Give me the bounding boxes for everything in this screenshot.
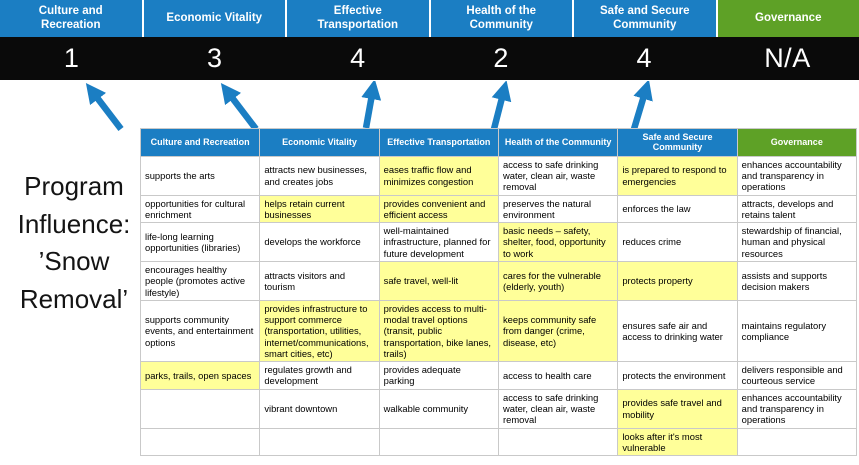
influence-cell: develops the workforce bbox=[259, 222, 380, 262]
up-arrow-icon bbox=[361, 81, 382, 129]
up-arrow-icon bbox=[85, 82, 124, 131]
influence-cell bbox=[259, 427, 380, 457]
up-arrow-icon bbox=[220, 82, 259, 131]
influence-cell-highlighted: provides safe travel and mobility bbox=[617, 388, 738, 429]
matrix-column-header: Governance bbox=[736, 128, 858, 157]
influence-cell-highlighted: is prepared to respond to emergencies bbox=[617, 155, 738, 196]
pillar-header: Safe and Secure Community bbox=[574, 0, 716, 37]
pillar-score: 3 bbox=[206, 43, 223, 73]
influence-cell: vibrant downtown bbox=[259, 388, 380, 429]
up-arrow-icon bbox=[490, 81, 512, 130]
influence-cell-highlighted: parks, trails, open spaces bbox=[139, 361, 261, 390]
influence-cell: supports the arts bbox=[139, 155, 261, 196]
pillar-score-row: 1 3 4 2 4 N/A bbox=[0, 37, 859, 80]
table-row: supports the arts attracts new businesses… bbox=[139, 155, 858, 196]
influence-cell: access to safe drinking water, clean air… bbox=[497, 155, 619, 196]
influence-cell-highlighted: cares for the vulnerable (elderly, youth… bbox=[497, 260, 619, 301]
pillar-score: 4 bbox=[350, 43, 366, 73]
matrix-column-header: Health of the Community bbox=[497, 128, 619, 157]
matrix-header-row: Culture and Recreation Economic Vitality E… bbox=[139, 128, 858, 157]
influence-cell: regulates growth and development bbox=[259, 361, 380, 390]
influence-cell bbox=[378, 427, 499, 457]
influence-cell-highlighted: provides convenient and efficient access bbox=[378, 194, 499, 224]
influence-cell: preserves the natural environment bbox=[497, 194, 619, 224]
influence-cell: enforces the law bbox=[617, 194, 738, 224]
pillar-score: 4 bbox=[636, 43, 653, 73]
influence-cell-highlighted: eases traffic flow and minimizes congest… bbox=[378, 155, 499, 196]
table-row: supports community events, and entertain… bbox=[139, 299, 858, 363]
influence-cell-highlighted: provides access to multi-modal travel op… bbox=[378, 299, 499, 363]
influence-cell: ensures safe air and access to drinking … bbox=[617, 299, 738, 363]
table-row: parks, trails, open spaces regulates grow… bbox=[139, 361, 858, 390]
influence-cell: reduces crime bbox=[617, 222, 738, 262]
influence-cell: provides adequate parking bbox=[378, 361, 499, 390]
table-row: looks after it's most vulnerable bbox=[139, 427, 858, 457]
pillar-score: 1 bbox=[63, 43, 80, 73]
pillar-header: Governance bbox=[717, 0, 859, 37]
matrix-column-header: Effective Transportation bbox=[378, 128, 499, 157]
table-row: opportunities for cultural enrichment hel… bbox=[139, 194, 858, 224]
influence-cell-highlighted: basic needs – safety, shelter, food, opp… bbox=[497, 222, 619, 262]
influence-cell: access to safe drinking water, clean air… bbox=[497, 388, 619, 429]
influence-cell-highlighted: looks after it's most vulnerable bbox=[617, 427, 738, 457]
influence-cell: enhances accountability and transparency… bbox=[736, 388, 858, 429]
influence-cell-highlighted: keeps community safe from danger (crime,… bbox=[497, 299, 619, 363]
pillar-header: Economic Vitality bbox=[143, 0, 285, 37]
pillar-header: Culture and Recreation bbox=[0, 0, 142, 37]
influence-cell bbox=[139, 427, 261, 457]
matrix-column-header: Economic Vitality bbox=[259, 128, 380, 157]
pillar-header: Health of the Community bbox=[430, 0, 572, 37]
influence-cell: protects the environment bbox=[617, 361, 738, 390]
up-arrow-icon bbox=[630, 81, 653, 130]
influence-cell-highlighted: protects property bbox=[617, 260, 738, 301]
influence-cell-highlighted: safe travel, well-lit bbox=[378, 260, 499, 301]
influence-cell bbox=[497, 427, 619, 457]
influence-cell: assists and supports decision makers bbox=[736, 260, 858, 301]
influence-cell-highlighted: helps retain current businesses bbox=[259, 194, 380, 224]
influence-cell bbox=[139, 388, 261, 429]
influence-cell: maintains regulatory compliance bbox=[736, 299, 858, 363]
influence-cell: supports community events, and entertain… bbox=[139, 299, 261, 363]
influence-cell-highlighted: provides infrastructure to support comme… bbox=[259, 299, 380, 363]
influence-cell bbox=[736, 427, 858, 457]
influence-matrix: Culture and Recreation Economic Vitality E… bbox=[139, 128, 858, 457]
influence-cell: life-long learning opportunities (librar… bbox=[139, 222, 261, 262]
influence-cell: enhances accountability and transparency… bbox=[736, 155, 858, 196]
score-arrows bbox=[85, 81, 653, 131]
pillar-header: Effective Transportation bbox=[287, 0, 429, 37]
matrix-body: supports the arts attracts new businesses… bbox=[139, 155, 858, 457]
influence-cell: walkable community bbox=[378, 388, 499, 429]
pillar-header-row: Culture and Recreation Economic Vitality E… bbox=[0, 0, 859, 37]
table-row: encourages healthy people (promotes acti… bbox=[139, 260, 858, 301]
page-title: Program Influence: ’Snow Removal’ bbox=[17, 171, 131, 315]
influence-cell: stewardship of financial, human and phys… bbox=[736, 222, 858, 262]
influence-cell: attracts visitors and tourism bbox=[259, 260, 380, 301]
pillar-score: 2 bbox=[493, 43, 509, 73]
influence-cell: opportunities for cultural enrichment bbox=[139, 194, 261, 224]
table-row: vibrant downtown walkable community access… bbox=[139, 388, 858, 429]
influence-cell: attracts new businesses, and creates job… bbox=[259, 155, 380, 196]
influence-cell: well-maintained infrastructure, planned … bbox=[378, 222, 499, 262]
table-row: life-long learning opportunities (librar… bbox=[139, 222, 858, 262]
influence-cell: encourages healthy people (promotes acti… bbox=[139, 260, 261, 301]
matrix-column-header: Culture and Recreation bbox=[139, 128, 261, 157]
matrix-header: Culture and Recreation Economic Vitality E… bbox=[139, 128, 858, 157]
influence-cell: access to health care bbox=[497, 361, 619, 390]
matrix-column-header: Safe and Secure Community bbox=[617, 128, 738, 157]
influence-cell: attracts, develops and retains talent bbox=[736, 194, 858, 224]
pillar-score: N/A bbox=[764, 43, 811, 73]
influence-cell: delivers responsible and courteous servi… bbox=[736, 361, 858, 390]
